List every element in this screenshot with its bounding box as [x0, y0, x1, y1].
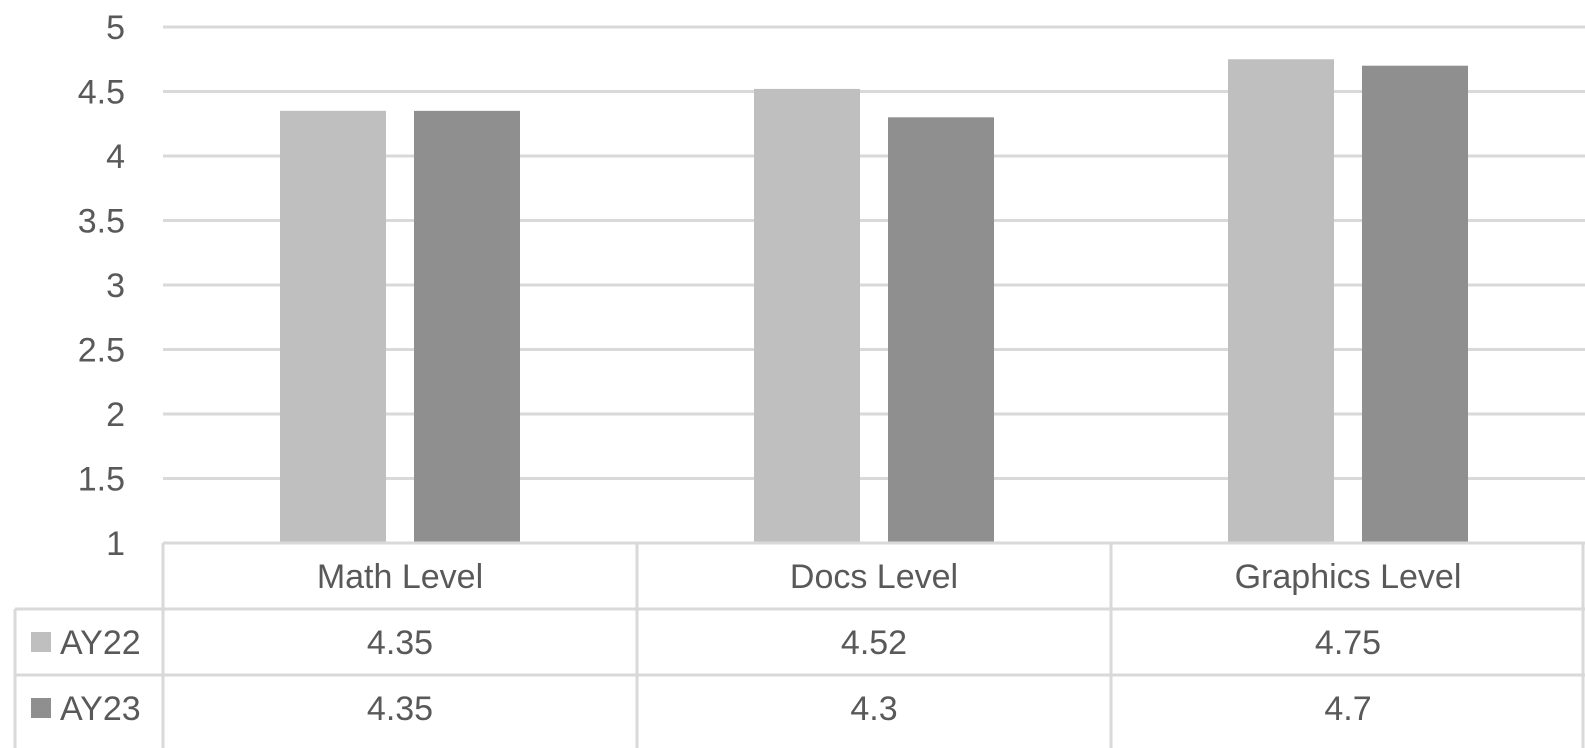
category-label: Graphics Level: [1235, 558, 1462, 596]
category-label: Math Level: [317, 558, 483, 596]
y-tick-label: 5: [106, 9, 125, 47]
data-label: 4.75: [1315, 624, 1381, 662]
y-tick-label: 2: [106, 396, 125, 434]
bar-ay23-1: [888, 117, 994, 544]
bar-ay23-2: [1362, 65, 1468, 543]
gridlines: [163, 25, 1585, 480]
bar-ay22-1: [754, 88, 860, 544]
data-table: Math Level Docs Level Graphics Level AY22 4.…: [13, 541, 1585, 748]
y-axis-tick-labels: 1 1.5 2 2.5 3 3.5 4 4.5 5: [78, 9, 125, 563]
bar-ay22-2: [1228, 59, 1334, 543]
data-label: 4.35: [367, 624, 433, 662]
bar-ay23-0: [414, 110, 520, 543]
y-tick-label: 3.5: [78, 203, 125, 241]
data-label: 4.3: [850, 690, 897, 728]
bar-ay22-0: [280, 110, 386, 543]
y-tick-label: 2.5: [78, 332, 125, 370]
legend-label: AY23: [60, 690, 141, 728]
y-tick-label: 1.5: [78, 461, 125, 499]
y-tick-label: 1: [106, 525, 125, 563]
legend-label: AY22: [60, 624, 141, 662]
y-tick-label: 4.5: [78, 74, 125, 112]
data-label: 4.35: [367, 690, 433, 728]
y-tick-label: 3: [106, 267, 125, 305]
legend-key-ay22: [31, 632, 51, 652]
data-label: 4.7: [1324, 690, 1371, 728]
bars: [280, 59, 1468, 544]
y-tick-label: 4: [106, 138, 125, 176]
data-label: 4.52: [841, 624, 907, 662]
category-label: Docs Level: [790, 558, 958, 596]
legend-key-ay23: [31, 698, 51, 718]
